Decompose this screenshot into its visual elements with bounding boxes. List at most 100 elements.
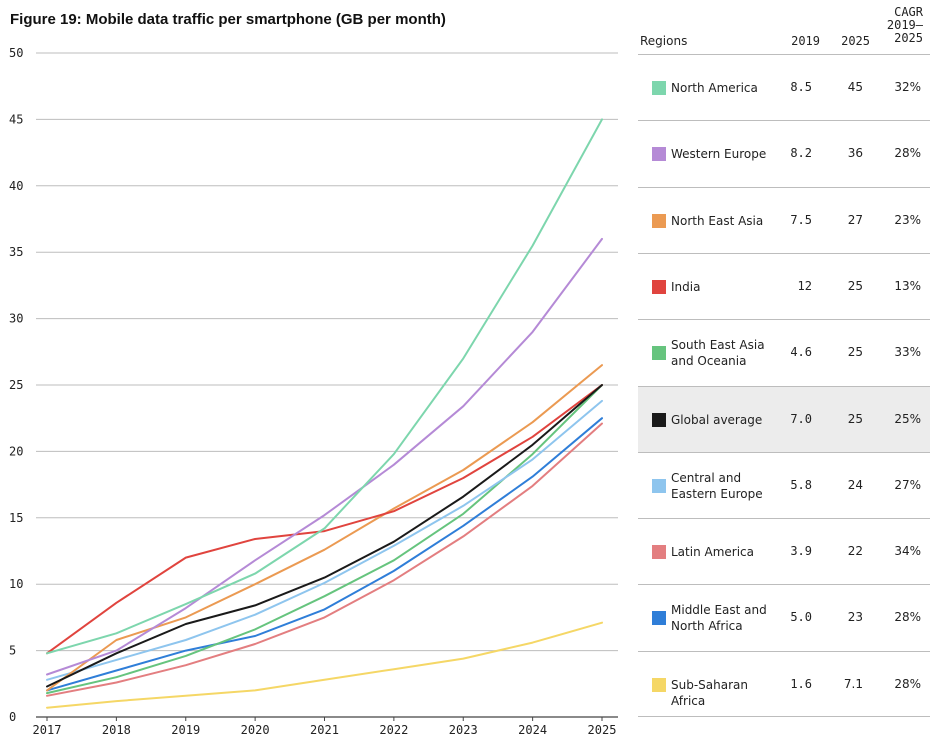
legend-value-2025: 45	[847, 80, 863, 94]
gridlines	[36, 52, 618, 718]
legend-value-2025: 22	[847, 544, 863, 559]
series-line	[46, 621, 603, 709]
header-2025: 2025	[841, 34, 870, 48]
legend-region-name: Latin America	[671, 545, 754, 560]
x-tick-label: 2020	[241, 723, 270, 736]
legend-value-2019: 12	[797, 278, 812, 293]
legend-value-2019: 1.6	[790, 676, 812, 691]
legend-region-name: India	[671, 279, 701, 294]
series-line	[46, 384, 603, 688]
y-axis-ticks: 0 5 10 15 20 25 30 35 40 45 50	[9, 46, 23, 724]
y-tick-label: 20	[9, 444, 23, 458]
series-line	[46, 399, 603, 681]
legend-value-2019: 5.0	[790, 610, 812, 625]
y-tick-label: 15	[9, 511, 23, 525]
series-line	[46, 237, 603, 676]
legend-region-name: South East Asia and Oceania	[671, 338, 765, 369]
x-tick-label: 2018	[102, 723, 131, 736]
x-tick-label: 2024	[518, 723, 547, 736]
x-tick-label: 2025	[588, 723, 617, 736]
legend-value-cagr: 23%	[894, 212, 921, 227]
y-tick-label: 25	[9, 378, 23, 392]
y-tick-label: 30	[9, 312, 23, 326]
legend-region-name: North East Asia	[671, 213, 764, 228]
legend-value-cagr: 28%	[894, 610, 921, 625]
series-line	[46, 422, 603, 697]
legend-row: North East Asia 7.5 27 23%	[638, 186, 930, 253]
legend-row: Western Europe 8.2 36 28%	[638, 120, 930, 186]
series-lines	[46, 118, 603, 709]
legend-swatch	[652, 545, 666, 560]
legend-region-name: Global average	[671, 412, 763, 427]
legend-value-cagr: 27%	[894, 477, 921, 492]
legend-value-2019: 8.5	[790, 80, 812, 94]
legend-region-name: North America	[671, 81, 758, 95]
x-tick-label: 2023	[449, 723, 478, 736]
legend-value-2019: 7.5	[790, 212, 812, 227]
legend-value-2019: 7.0	[790, 411, 812, 426]
legend-value-2025: 25	[847, 411, 863, 426]
legend-value-cagr: 33%	[894, 345, 921, 360]
legend-value-2019: 8.2	[790, 146, 812, 161]
legend-value-cagr: 32%	[894, 80, 921, 94]
legend-region-name: Western Europe	[671, 147, 767, 162]
x-tick-label: 2021	[310, 723, 339, 736]
legend-value-cagr: 25%	[894, 411, 921, 426]
legend-value-2019: 5.8	[790, 477, 812, 492]
y-tick-label: 5	[9, 644, 16, 658]
chart-title: Figure 19: Mobile data traffic per smart…	[10, 11, 446, 28]
x-tick-label: 2019	[171, 723, 200, 736]
legend-swatch	[652, 677, 666, 692]
legend-value-cagr: 28%	[894, 676, 921, 691]
legend-value-2025: 7.1	[843, 676, 863, 691]
header-regions: Regions	[640, 34, 688, 48]
series-line	[46, 384, 603, 655]
legend-value-2019: 4.6	[790, 345, 812, 360]
legend-swatch	[652, 611, 666, 626]
header-cagr-line2: 2019–	[886, 18, 923, 32]
legend-value-2025: 36	[847, 146, 863, 161]
legend-row: North America 8.5 45 32%	[638, 54, 930, 120]
y-tick-label: 35	[9, 245, 23, 259]
legend-swatch	[652, 81, 666, 95]
legend-value-cagr: 13%	[894, 278, 921, 293]
header-cagr-line3: 2025	[894, 31, 923, 45]
x-tick-label: 2017	[33, 723, 62, 736]
legend-swatch	[652, 279, 666, 294]
legend-swatch	[652, 147, 666, 162]
legend-row: Middle East and North Africa 5.0 23 28%	[638, 584, 930, 650]
y-tick-label: 0	[9, 710, 16, 724]
legend-swatch	[652, 412, 666, 427]
legend-value-2019: 3.9	[790, 544, 812, 559]
series-line	[46, 417, 603, 692]
legend-value-2025: 24	[847, 477, 863, 492]
legend-value-2025: 25	[847, 278, 863, 293]
legend-region-name: Sub-Saharan Africa	[671, 677, 748, 708]
y-tick-label: 40	[9, 179, 23, 193]
legend-row: Sub-Saharan Africa 1.6 7.1 28%	[638, 650, 930, 717]
series-line	[46, 364, 603, 692]
legend-region-name: Central and Eastern Europe	[671, 470, 763, 501]
legend-row: South East Asia and Oceania 4.6 25 33%	[638, 319, 930, 385]
y-tick-label: 10	[9, 577, 23, 591]
header-cagr: CAGR 2019– 2025	[887, 6, 923, 45]
legend-row: Global average 7.0 25 25%	[638, 385, 930, 452]
legend-value-cagr: 34%	[894, 544, 921, 559]
legend-table: Regions 2019 2025 CAGR 2019– 2025 North …	[638, 0, 930, 736]
x-axis-ticks: 2017 2018 2019 2020 2021 2022 2023 2024 2025	[33, 717, 617, 736]
header-cagr-line1: CAGR	[894, 5, 923, 19]
header-2019: 2019	[791, 34, 820, 48]
legend-value-2025: 23	[847, 610, 863, 625]
legend-row: Latin America 3.9 22 34%	[638, 518, 930, 584]
legend-value-2025: 25	[847, 345, 863, 360]
legend-value-2025: 27	[847, 212, 863, 227]
y-tick-label: 45	[9, 112, 23, 126]
legend-swatch	[652, 346, 666, 361]
series-line	[46, 118, 603, 655]
y-tick-label: 50	[9, 46, 23, 60]
legend-row: Central and Eastern Europe 5.8 24 27%	[638, 451, 930, 518]
legend-swatch	[652, 213, 666, 228]
x-tick-label: 2022	[379, 723, 408, 736]
legend-region-name: Middle East and North Africa	[671, 603, 767, 634]
